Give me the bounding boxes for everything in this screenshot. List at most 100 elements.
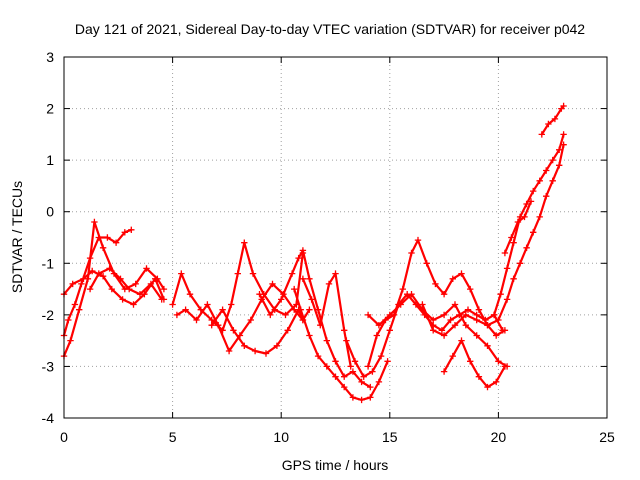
data-point — [408, 249, 415, 257]
data-point — [360, 373, 367, 380]
data-point — [247, 316, 254, 324]
x-tick-label: 5 — [169, 429, 177, 445]
data-point — [152, 275, 159, 282]
data-point — [295, 254, 302, 262]
data-point — [208, 322, 215, 329]
data-point — [225, 347, 233, 355]
data-point — [230, 327, 237, 334]
data-point — [458, 337, 465, 344]
data-point — [493, 332, 500, 339]
data-point — [484, 342, 491, 349]
data-point — [375, 322, 383, 329]
data-point — [130, 301, 137, 308]
data-point — [91, 218, 98, 226]
data-point — [282, 311, 289, 319]
data-point — [215, 322, 222, 329]
x-tick-label: 0 — [60, 429, 68, 445]
data-point — [341, 327, 348, 334]
data-point — [497, 291, 504, 298]
data-point — [423, 260, 430, 267]
data-point — [475, 373, 483, 380]
x-axis-label: GPS time / hours — [282, 457, 389, 473]
data-point — [65, 316, 72, 324]
series-arc12 — [364, 236, 509, 370]
data-point — [108, 285, 115, 293]
data-point — [367, 394, 374, 401]
data-point — [451, 301, 459, 308]
data-point — [71, 301, 79, 308]
data-point — [241, 239, 248, 246]
data-point — [364, 363, 372, 370]
data-point — [349, 394, 357, 401]
series-line — [258, 249, 372, 389]
data-point — [147, 280, 155, 288]
x-tick-label: 15 — [382, 429, 398, 445]
data-point — [358, 396, 365, 404]
series-line — [443, 339, 506, 389]
data-point — [364, 311, 372, 319]
y-tick-label: -1 — [42, 255, 55, 271]
data-point — [560, 102, 567, 110]
data-point — [521, 213, 528, 221]
data-point — [419, 301, 426, 308]
series-arc15 — [419, 141, 567, 339]
data-point — [182, 306, 189, 313]
series-line — [367, 239, 506, 368]
x-tick-label: 20 — [491, 429, 507, 445]
data-point — [128, 226, 135, 233]
data-point — [551, 115, 559, 123]
data-point — [556, 162, 563, 169]
y-tick-label: 3 — [46, 49, 54, 65]
data-point — [549, 156, 556, 164]
data-point — [369, 368, 376, 375]
data-series — [60, 102, 567, 404]
data-point — [475, 306, 483, 313]
data-point — [173, 311, 181, 319]
data-point — [325, 280, 333, 288]
series-line — [88, 267, 163, 301]
series-line — [493, 133, 565, 316]
data-point — [543, 167, 550, 174]
data-point — [503, 296, 511, 303]
series-arc5 — [169, 239, 307, 334]
y-tick-label: 0 — [46, 204, 54, 220]
series-line — [301, 272, 352, 368]
data-point — [193, 316, 200, 324]
data-point — [78, 280, 85, 288]
data-point — [530, 187, 537, 195]
series-line — [421, 143, 565, 337]
data-point — [375, 378, 383, 386]
data-point — [523, 244, 530, 251]
x-tick-label: 10 — [273, 429, 289, 445]
series-line — [540, 104, 565, 136]
data-point — [343, 337, 350, 344]
data-point — [76, 306, 83, 313]
data-point — [510, 239, 517, 246]
data-point — [490, 311, 498, 319]
series-arc16 — [490, 131, 567, 319]
series-arc9 — [291, 285, 391, 404]
grid — [64, 57, 607, 418]
data-point — [351, 358, 359, 365]
data-point — [430, 327, 437, 334]
y-tick-label: -4 — [42, 410, 55, 426]
data-point — [543, 193, 550, 200]
data-point — [323, 363, 330, 370]
data-point — [278, 296, 285, 303]
data-point — [332, 373, 339, 380]
data-point — [514, 218, 522, 226]
data-point — [530, 229, 537, 236]
data-point — [297, 306, 304, 313]
data-point — [299, 275, 307, 282]
data-point — [67, 337, 74, 344]
series-arc18 — [538, 102, 567, 138]
series-line — [367, 293, 509, 368]
plot-frame — [63, 56, 608, 419]
data-point — [104, 234, 111, 241]
data-point — [99, 244, 107, 251]
data-point — [377, 352, 385, 360]
data-point — [527, 198, 535, 205]
y-axis-label: SDTVAR / TECUs — [9, 181, 25, 293]
data-point — [291, 285, 298, 293]
series-arc8 — [256, 247, 374, 391]
